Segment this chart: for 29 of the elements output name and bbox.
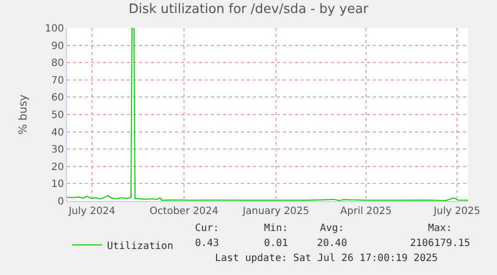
x-tick-label: July 2025 bbox=[432, 206, 480, 217]
y-tick-label: 70 bbox=[51, 75, 64, 86]
text: Max: bbox=[428, 223, 452, 234]
y-axis-title: % busy bbox=[16, 94, 30, 135]
x-tick-label: July 2024 bbox=[68, 206, 116, 217]
x-tick-label: January 2025 bbox=[242, 206, 310, 217]
y-tick-label: 60 bbox=[51, 92, 64, 104]
x-tick-label: April 2025 bbox=[340, 206, 392, 217]
x-tick-label: October 2024 bbox=[150, 206, 218, 217]
y-tick-label: 80 bbox=[51, 58, 64, 70]
y-tick-label: 100 bbox=[44, 24, 64, 34]
y-tick-label: 40 bbox=[51, 127, 64, 138]
text: 20.40 bbox=[317, 238, 348, 249]
y-tick-label: 30 bbox=[51, 144, 64, 156]
chart-title: Disk utilization for /dev/sda - by year bbox=[128, 2, 370, 18]
legend-label: Utilization bbox=[107, 240, 174, 252]
text: Last update: Sat Jul 26 17:00:19 2025 bbox=[215, 253, 438, 264]
y-tick-label: 0 bbox=[58, 196, 64, 208]
y-tick-label: 10 bbox=[51, 179, 64, 190]
y-tick-label: 20 bbox=[51, 162, 64, 173]
text: Min: bbox=[264, 223, 288, 234]
text: 0.43 bbox=[195, 238, 220, 249]
text: 2106179.15 bbox=[410, 238, 470, 249]
text: 0.01 bbox=[264, 238, 288, 249]
text: Cur: bbox=[195, 223, 220, 234]
text: Avg: bbox=[320, 223, 344, 234]
line-series bbox=[67, 28, 468, 201]
y-tick-label: 50 bbox=[51, 110, 64, 121]
y-tick-label: 90 bbox=[51, 40, 64, 52]
